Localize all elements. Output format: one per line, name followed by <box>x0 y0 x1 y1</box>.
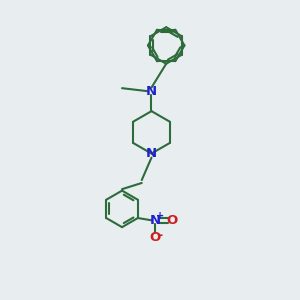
Text: O: O <box>149 231 161 244</box>
Text: +: + <box>156 211 164 221</box>
Text: O: O <box>167 214 178 227</box>
Text: N: N <box>149 214 161 227</box>
Text: N: N <box>146 85 157 98</box>
Text: N: N <box>146 147 157 160</box>
Text: -: - <box>158 230 163 242</box>
